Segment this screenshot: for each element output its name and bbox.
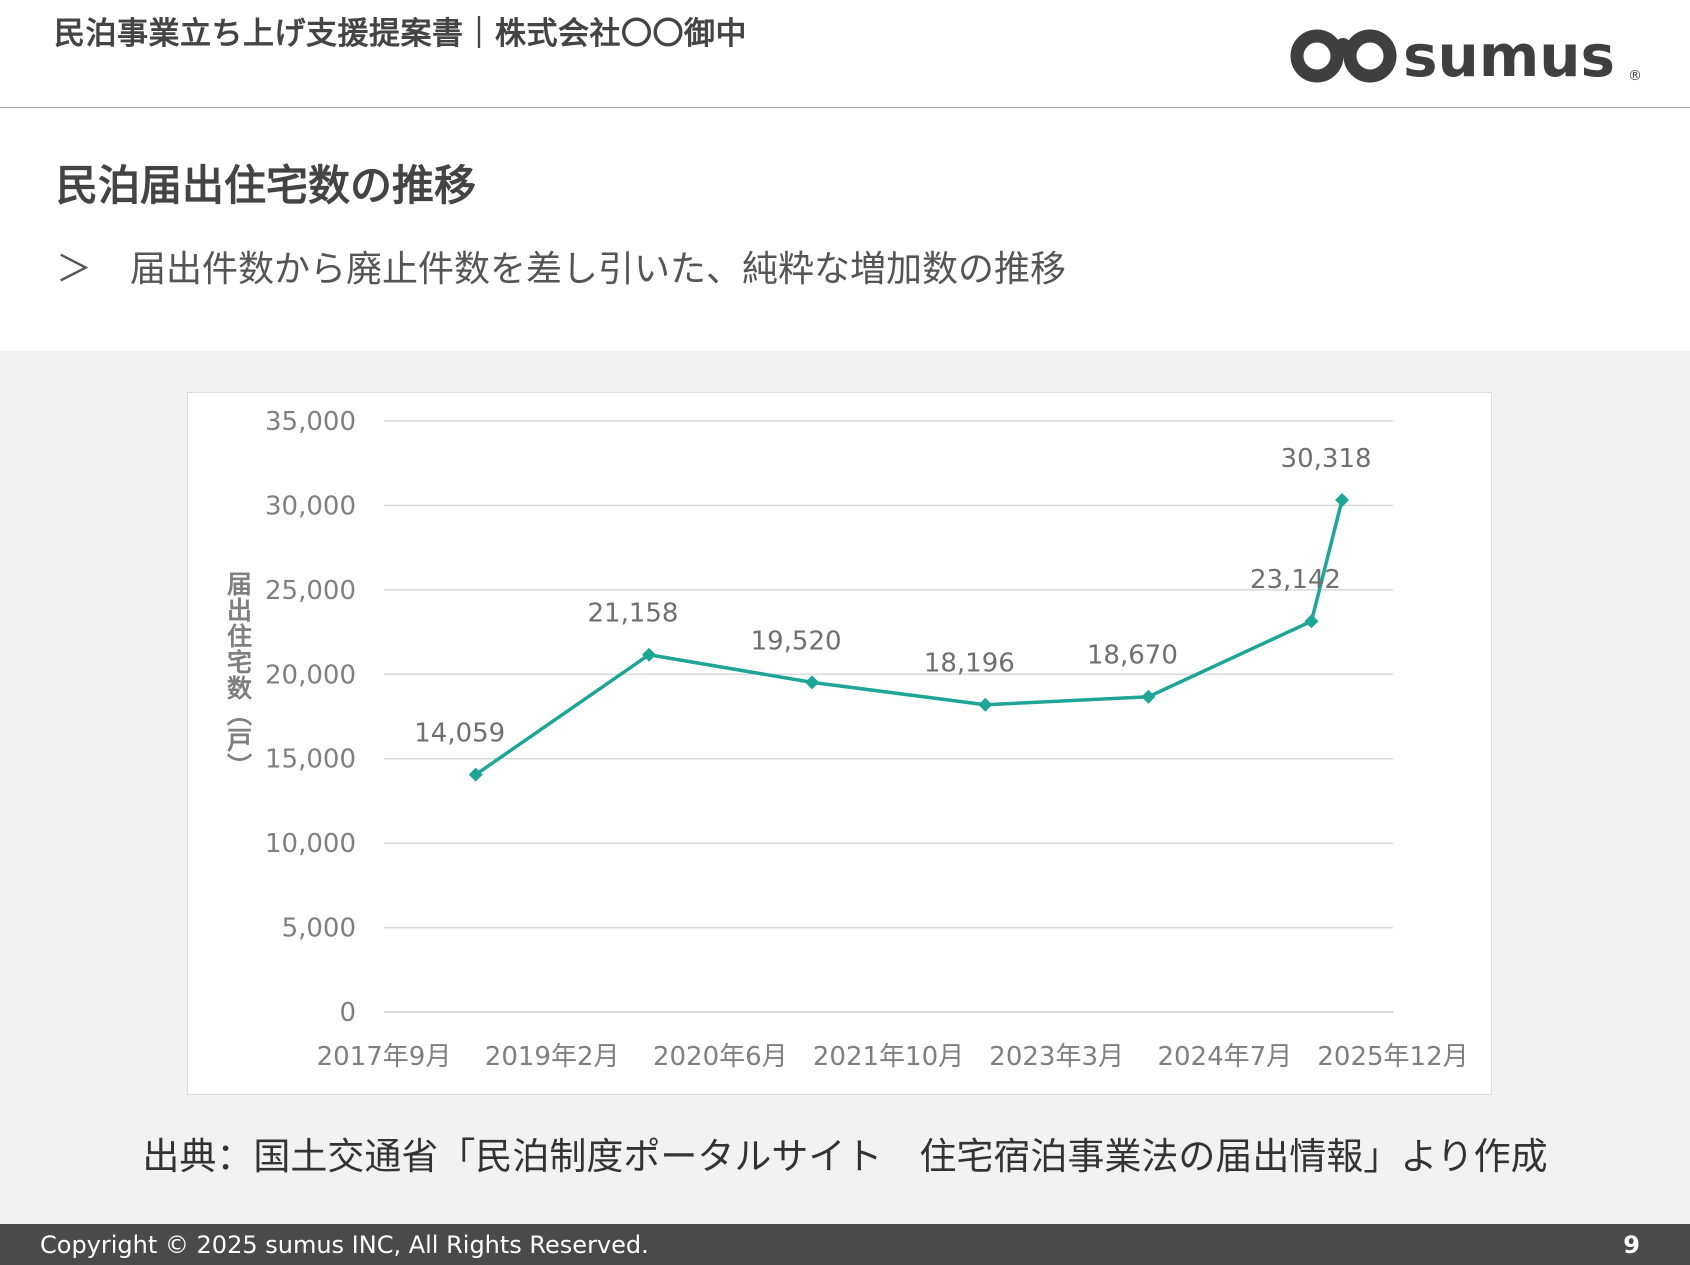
y-tick-label: 25,000	[265, 576, 356, 606]
y-axis-ticks: 0 5,000 10,000 15,000 20,000 25,000 30,000 35,0…	[265, 407, 356, 1028]
x-tick-label: 2025年12月	[1317, 1042, 1468, 1072]
logo-text: sumus	[1403, 24, 1615, 90]
source-note: 出典：国土交通省「民泊制度ポータルサイト 住宅宿泊事業法の届出情報」より作成	[142, 1135, 1548, 1178]
data-label: 19,520	[751, 626, 842, 656]
y-tick-label: 0	[339, 998, 356, 1028]
bullet-point: ＞ 届出件数から廃止件数を差し引いた、純粋な増加数の推移	[56, 240, 1066, 292]
x-tick-label: 2023年3月	[989, 1042, 1124, 1072]
data-label: 23,142	[1250, 565, 1341, 595]
data-point-marker	[805, 675, 820, 690]
x-tick-label: 2020年6月	[653, 1042, 788, 1072]
x-tick-label: 2017年9月	[317, 1042, 452, 1072]
logo-mark-icon	[1290, 29, 1397, 83]
y-tick-label: 20,000	[265, 660, 356, 690]
data-point-marker	[978, 697, 993, 712]
data-point-marker	[468, 767, 483, 782]
y-tick-label: 10,000	[265, 829, 356, 859]
logo-dot-icon	[1335, 38, 1351, 54]
y-tick-label: 15,000	[265, 745, 356, 775]
y-tick-label: 35,000	[265, 407, 356, 437]
data-label: 21,158	[587, 599, 678, 629]
data-point-marker	[1335, 493, 1350, 508]
sumus-logo: sumus ®	[1290, 24, 1642, 90]
data-point-marker	[1141, 689, 1156, 704]
x-tick-label: 2024年7月	[1157, 1042, 1292, 1072]
data-label: 18,670	[1087, 641, 1178, 671]
data-labels: 14,059 21,158 19,520 18,196 18,670 23,142 30,3…	[414, 444, 1371, 749]
chart-series	[468, 493, 1350, 782]
chart-card: 0 5,000 10,000 15,000 20,000 25,000 30,000 35,0…	[187, 392, 1492, 1095]
y-axis-label: 届出住宅数（戸）	[224, 571, 253, 779]
document-title: 民泊事業立ち上げ支援提案書｜株式会社〇〇御中	[54, 16, 747, 52]
data-label: 14,059	[414, 719, 505, 749]
page-number: 9	[1623, 1231, 1640, 1259]
section-title: 民泊届出住宅数の推移	[56, 161, 477, 210]
y-tick-label: 30,000	[265, 491, 356, 521]
chart-grid	[384, 420, 1393, 1013]
header: 民泊事業立ち上げ支援提案書｜株式会社〇〇御中 sumus ®	[0, 0, 1690, 108]
x-tick-label: 2019年2月	[485, 1042, 620, 1072]
copyright-text: Copyright © 2025 sumus INC, All Rights R…	[40, 1231, 649, 1259]
logo-registered-mark: ®	[1628, 68, 1642, 84]
bullet-text: 届出件数から廃止件数を差し引いた、純粋な増加数の推移	[130, 249, 1067, 290]
data-point-marker	[641, 647, 656, 662]
footer: Copyright © 2025 sumus INC, All Rights R…	[0, 1224, 1690, 1265]
y-tick-label: 5,000	[282, 914, 356, 944]
data-label: 18,196	[924, 649, 1015, 679]
line-chart: 0 5,000 10,000 15,000 20,000 25,000 30,000 35,0…	[224, 407, 1469, 1072]
bullet-marker: ＞	[56, 249, 93, 290]
x-axis-ticks: 2017年9月 2019年2月 2020年6月 2021年10月 2023年3月 2024…	[317, 1042, 1469, 1072]
data-point-marker	[1304, 614, 1319, 629]
data-label: 30,318	[1281, 444, 1372, 474]
x-tick-label: 2021年10月	[813, 1042, 964, 1072]
series-line	[474, 499, 1344, 777]
